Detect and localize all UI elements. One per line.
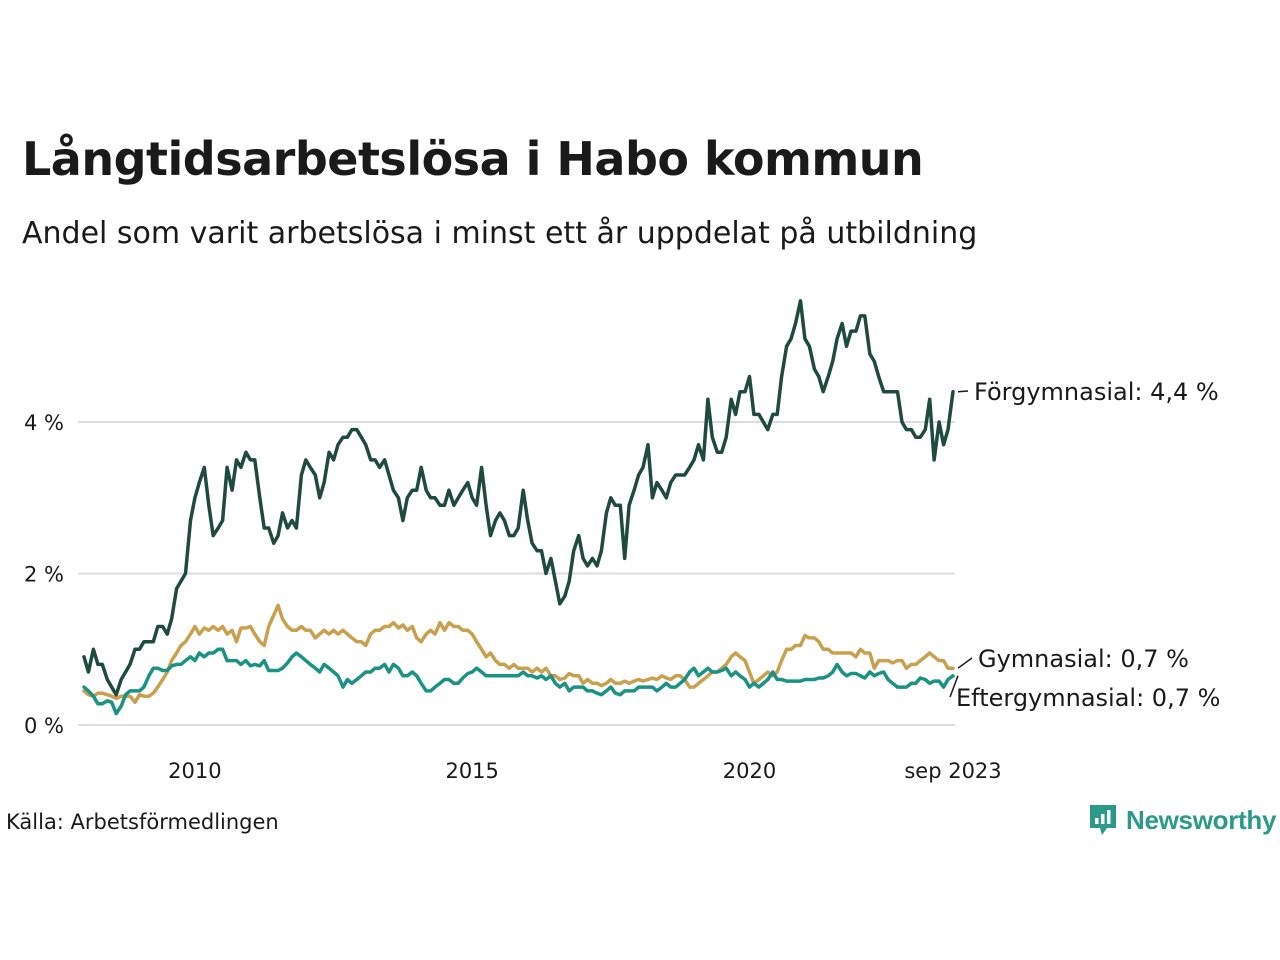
- brand-name: Newsworthy: [1126, 804, 1277, 835]
- x-axis-ticks: 2010 2015 2020 sep 2023: [168, 759, 1001, 783]
- leader-line: [957, 390, 969, 393]
- series-line-förgymnasial: [82, 299, 955, 697]
- newsworthy-logo-icon: [1090, 805, 1116, 835]
- end-label-förgymnasial: Förgymnasial: 4,4 %: [974, 378, 1219, 406]
- chart-subtitle: Andel som varit arbetslösa i minst ett å…: [22, 216, 978, 251]
- y-tick-label: 0 %: [24, 714, 64, 738]
- chart-title: Långtidsarbetslösa i Habo kommun: [22, 132, 924, 186]
- end-label-gymnasial: Gymnasial: 0,7 %: [978, 645, 1189, 673]
- y-tick-label: 4 %: [24, 411, 64, 435]
- series-line-eftergymnasial: [82, 647, 955, 716]
- y-axis-ticks: 0 % 2 % 4 %: [24, 411, 64, 738]
- gridlines: [78, 421, 955, 726]
- end-label-eftergymnasial: Eftergymnasial: 0,7 %: [956, 684, 1220, 712]
- x-tick-label: sep 2023: [904, 759, 1001, 783]
- leader-line: [957, 657, 973, 669]
- x-tick-label: 2010: [168, 759, 221, 783]
- leader-line: [949, 675, 959, 698]
- series-line-gymnasial: [82, 603, 955, 705]
- source-note: Källa: Arbetsförmedlingen: [6, 810, 279, 834]
- end-labels: Förgymnasial: 4,4 % Gymnasial: 0,7 % Efter…: [949, 378, 1220, 712]
- series-lines: [82, 299, 955, 716]
- y-tick-label: 2 %: [24, 563, 64, 587]
- x-tick-label: 2020: [723, 759, 776, 783]
- newsworthy-brand: Newsworthy: [1088, 803, 1276, 837]
- x-tick-label: 2015: [445, 759, 498, 783]
